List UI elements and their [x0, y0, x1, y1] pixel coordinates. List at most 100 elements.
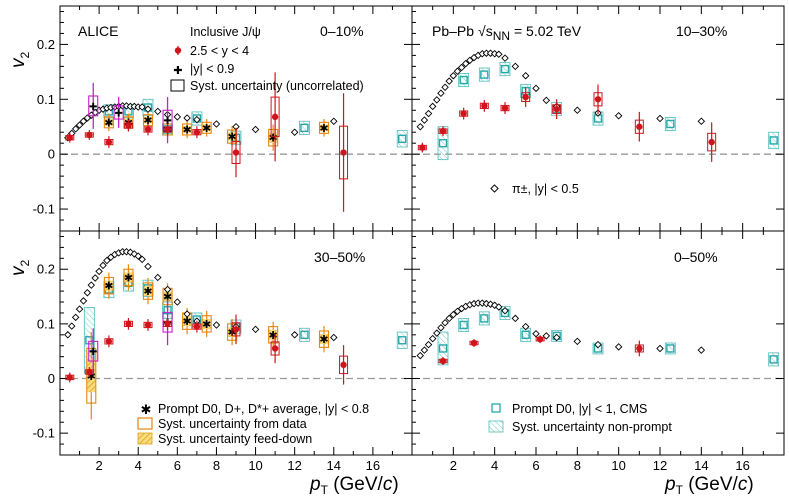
pion-point-2-14	[118, 248, 127, 256]
collision-system: Pb–Pb √sNN = 5.02 TeV	[432, 23, 582, 43]
pion-point-1-24	[542, 96, 551, 105]
pion-point-1-2	[424, 109, 433, 118]
cms-nonprompt-band-0-7	[396, 130, 408, 148]
pion-point-1-16	[482, 49, 491, 57]
cms-d0-point-0-7	[398, 134, 407, 144]
legend-d0-alice: ✱ Prompt D0, D+, D*+ average, |y| < 0.8 …	[137, 402, 369, 446]
pion-point-0-30	[330, 117, 338, 125]
pion-point-1-4	[433, 96, 441, 104]
jpsi-fwd-point-0-3	[125, 122, 132, 129]
pion-point-0-26	[212, 120, 221, 128]
cms-d0-point-3-4	[521, 330, 530, 340]
legend-jpsi-title: Inclusive J/ψ	[190, 25, 261, 39]
jpsi-fwd-box-0-8	[270, 96, 280, 138]
panel-0: -0.100.10.2✱✱✱✱✱✱✱✱✱✚✚✚	[33, 5, 413, 232]
pion-point-1-30	[697, 117, 706, 125]
d0-feeddown-band-0-2	[144, 116, 152, 124]
centrality-label-1: 10–30%	[676, 23, 727, 39]
d0-feeddown-band-0-5	[202, 124, 211, 132]
d0-syst-box-2-0	[86, 347, 97, 404]
jpsi-fwd-point-2-6	[193, 323, 201, 330]
jpsi-fwd-point-1-9	[708, 138, 715, 146]
jpsi-mid-point-2-0: ✚	[89, 347, 97, 358]
y-tick-label-2-1: 0	[48, 371, 55, 386]
jpsi-fwd-point-2-7	[232, 326, 240, 333]
pion-point-3-5	[437, 323, 445, 332]
pion-point-2-29	[290, 331, 299, 339]
x-tick-label-2-4: 4	[135, 458, 142, 473]
pion-point-3-24	[542, 332, 551, 340]
alice-label: ALICE	[78, 23, 118, 39]
d0-point-2-5: ✱	[183, 316, 192, 328]
cms-nonprompt-band-3-8	[768, 352, 780, 367]
pion-point-2-24	[183, 310, 191, 318]
d0-syst-box-0-7	[268, 128, 279, 147]
pion-point-3-27	[594, 340, 602, 349]
centrality-label-0: 0–10%	[320, 23, 364, 39]
pion-point-0-21	[154, 107, 162, 116]
x-tick-label-3-16: 16	[735, 458, 749, 473]
y-tick-label-2-2: 0.1	[37, 316, 55, 331]
pion-point-1-9	[453, 67, 462, 76]
x-tick-label-2-16: 16	[366, 458, 380, 473]
jpsi-fwd-point-2-8	[271, 345, 279, 352]
d0-point-0-5: ✱	[202, 123, 211, 135]
x-axis-title-left-c: c	[383, 474, 393, 495]
pion-point-0-28	[251, 125, 260, 134]
x-axis-title-right: pT (GeV/c)	[664, 474, 754, 497]
jpsi-fwd-point-1-2	[460, 110, 467, 117]
panel-3: 2 4 6 8 10 12 14 16	[411, 230, 785, 473]
cms-nonprompt-band-3-1	[458, 318, 470, 332]
cms-d0-point-3-7	[666, 344, 675, 353]
pion-point-3-8	[449, 310, 458, 319]
jpsi-fwd-point-0-0	[66, 134, 73, 141]
pion-point-3-26	[573, 337, 582, 346]
cms-nonprompt-band-1-8	[768, 131, 780, 150]
d0-feeddown-band-2-6	[202, 318, 211, 329]
cms-d0-point-1-3	[500, 64, 510, 74]
pion-point-0-3	[75, 121, 84, 129]
legend-jpsi-fwd-label: 2.5 < y < 4	[190, 44, 249, 58]
cms-d0-point-1-7	[666, 119, 675, 129]
legend-d0-cms: Prompt D0, |y| < 1, CMS Syst. uncertaint…	[488, 402, 672, 434]
collision-system-sqrt: √s	[478, 23, 493, 39]
jpsi-fwd-point-2-2	[105, 338, 113, 345]
d0-feeddown-band-0-8	[320, 124, 328, 132]
legend-jpsi-syst-box	[170, 79, 185, 92]
pion-point-2-1	[67, 322, 76, 330]
collision-system-energy: = 5.02 TeV	[510, 23, 582, 39]
centrality-label-3: 0–50%	[674, 249, 718, 265]
pion-point-1-5	[437, 89, 445, 98]
jpsi-fwd-point-1-1	[439, 127, 447, 135]
x-axis-title-left-unit: (GeV/	[328, 474, 384, 495]
jpsi-fwd-box-1-7	[593, 92, 603, 107]
pion-point-3-6	[441, 319, 449, 327]
jpsi-fwd-box-1-5	[521, 92, 531, 102]
x-axis-title-left-sub: T	[321, 483, 329, 497]
jpsi-fwd-point-1-6	[553, 105, 560, 113]
pion-point-1-19	[495, 50, 503, 59]
legend-jpsi-syst-label: Syst. uncertainty (uncorrelated)	[190, 79, 364, 93]
d0-feeddown-band-0-4	[183, 126, 192, 133]
d0-feeddown-band-2-4	[163, 291, 172, 302]
y-axis-title-bottom-v: v	[8, 265, 29, 276]
pion-point-3-3	[428, 334, 437, 343]
pion-point-2-23	[173, 298, 182, 306]
pion-point-2-7	[91, 274, 99, 282]
pion-point-3-30	[697, 346, 706, 354]
pion-point-2-28	[251, 325, 260, 334]
pion-point-0-20	[144, 105, 152, 113]
legend-d0-cms-marker	[491, 403, 501, 413]
d0-feeddown-band-0-6	[228, 132, 237, 141]
jpsi-fwd-point-3-0	[439, 357, 447, 365]
pion-point-2-10	[103, 256, 111, 265]
d0-syst-box-2-3	[142, 282, 154, 300]
pion-point-1-7	[445, 77, 453, 85]
pion-point-1-23	[532, 84, 540, 93]
jpsi-mid-box-0-0	[88, 95, 99, 117]
cms-nonprompt-band-1-2	[478, 67, 490, 82]
pion-point-3-23	[532, 329, 540, 338]
pion-point-2-2	[71, 313, 80, 322]
jpsi-fwd-point-0-9	[340, 149, 347, 156]
